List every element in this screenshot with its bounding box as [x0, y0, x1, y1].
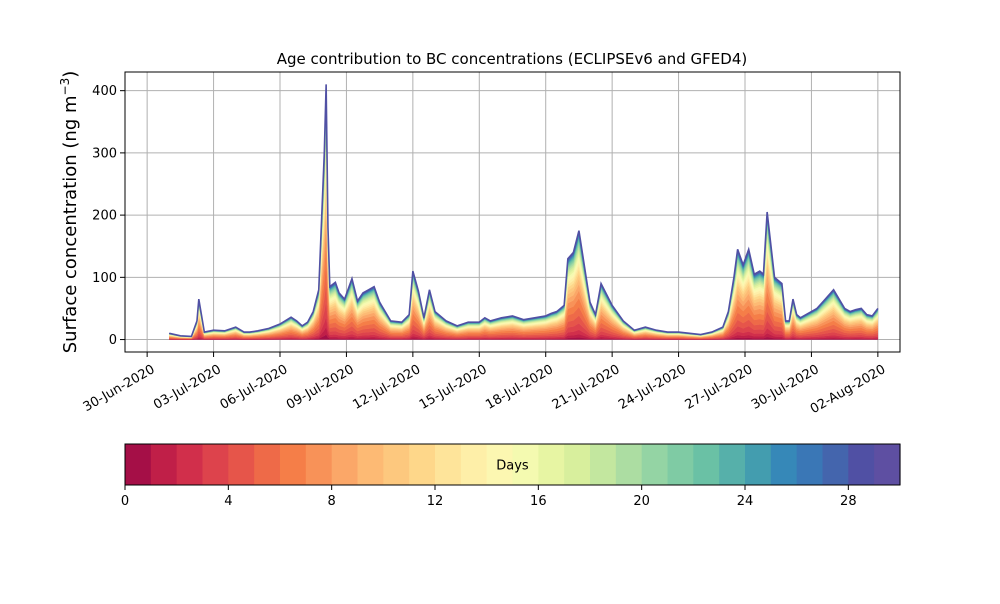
colorbar-tick-label-2: 8 [328, 494, 336, 509]
y-tick-label-2: 200 [92, 209, 117, 224]
y-tick-label-0: 0 [109, 333, 117, 348]
x-tick-label-7: 21-Jul-2020 [550, 362, 623, 413]
plot-areas [169, 84, 879, 340]
colorbar-segment-22 [693, 444, 720, 485]
colorbar-tick-label-4: 16 [530, 494, 547, 509]
x-tick-label-2: 06-Jul-2020 [218, 362, 291, 413]
colorbar-segment-7 [305, 444, 333, 485]
x-tick-label-6: 18-Jul-2020 [483, 362, 556, 413]
y-tick-label-3: 300 [92, 146, 117, 161]
chart-title: Age contribution to BC concentrations (E… [277, 50, 748, 68]
colorbar-tick-label-0: 0 [121, 494, 129, 509]
colorbar-label: Days [496, 459, 529, 474]
colorbar-segment-11 [409, 444, 436, 485]
y-tick-label-1: 100 [92, 271, 117, 286]
colorbar-segment-0 [125, 444, 152, 485]
colorbar-border [124, 443, 901, 486]
colorbar-tick-label-1: 4 [224, 494, 232, 509]
colorbar-segment-9 [357, 444, 384, 485]
y-tick-label-4: 400 [92, 84, 117, 99]
colorbar-segment-23 [719, 444, 746, 485]
colorbar-segment-6 [280, 444, 307, 485]
y-axis: 0 100 200 300 400 [92, 84, 125, 348]
colorbar-segment-27 [822, 444, 849, 485]
x-tick-label-8: 24-Jul-2020 [616, 362, 689, 413]
colorbar-segment-1 [150, 444, 178, 485]
colorbar-segment-18 [590, 444, 617, 485]
x-tick-label-3: 09-Jul-2020 [284, 362, 357, 413]
x-tick-label-4: 12-Jul-2020 [350, 362, 423, 413]
colorbar-segment-21 [667, 444, 694, 485]
x-tick-label-0: 30-Jun-2020 [81, 362, 158, 415]
colorbar-segment-4 [228, 444, 255, 485]
y-axis-label: Surface concentration (ng m−3) [58, 71, 81, 354]
plot-border [124, 71, 901, 353]
colorbar-segment-20 [641, 444, 669, 485]
x-tick-label-9: 27-Jul-2020 [683, 362, 756, 413]
colorbar-segment-15 [512, 444, 539, 485]
colorbar-segment-2 [176, 444, 204, 485]
colorbar-tick-label-6: 24 [737, 494, 754, 509]
colorbar-segment-19 [615, 444, 643, 485]
plot-frame [124, 71, 901, 353]
colorbar-segment-13 [460, 444, 488, 485]
colorbar-segment-24 [745, 444, 772, 485]
colorbar-segment-26 [796, 444, 824, 485]
colorbar-tick-label-5: 20 [633, 494, 650, 509]
x-tick-label-1: 03-Jul-2020 [151, 362, 224, 413]
colorbar: Days 0 4 8 12 16 20 24 28 [121, 443, 901, 509]
colorbar-segment-25 [770, 444, 798, 485]
colorbar-segment-28 [848, 444, 875, 485]
colorbar-tick-label-3: 12 [427, 494, 444, 509]
total-line [169, 84, 879, 338]
x-axis: 30-Jun-202003-Jul-202006-Jul-202009-Jul-… [81, 352, 888, 417]
colorbar-segment-10 [383, 444, 410, 485]
colorbar-segment-17 [564, 444, 591, 485]
colorbar-tick-label-7: 28 [840, 494, 857, 509]
colorbar-segment-3 [202, 444, 229, 485]
colorbar-segment-29 [874, 444, 901, 485]
x-tick-label-11: 02-Aug-2020 [808, 362, 888, 417]
colorbar-segment-14 [486, 444, 514, 485]
colorbar-segment-16 [538, 444, 565, 485]
colorbar-segment-12 [435, 444, 462, 485]
colorbar-segment-8 [331, 444, 359, 485]
colorbar-segment-5 [254, 444, 281, 485]
x-tick-label-5: 15-Jul-2020 [417, 362, 490, 413]
